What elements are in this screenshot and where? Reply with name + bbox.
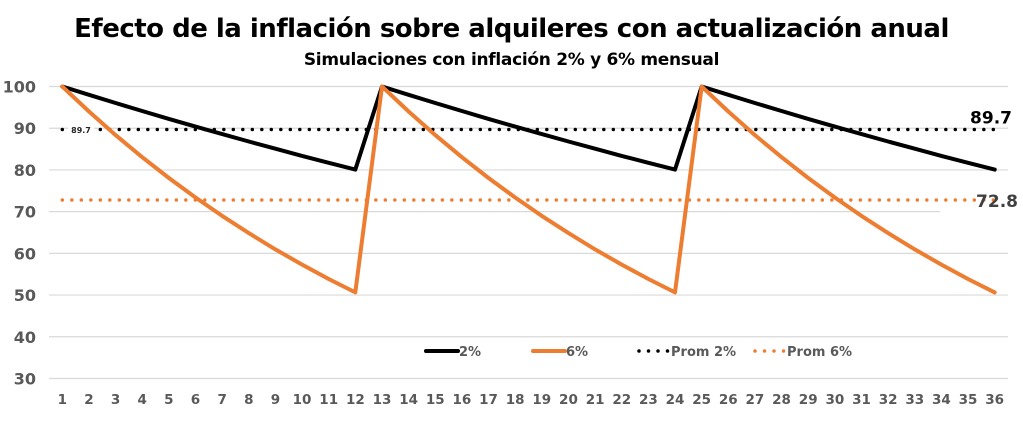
legend: 2% 6% Prom 2% Prom 6% <box>420 340 900 364</box>
y-tick-label: 70 <box>14 203 36 222</box>
data-labels: 89.7 89.7 72.8 <box>68 101 1023 232</box>
x-tick-label: 32 <box>879 392 898 408</box>
x-tick-label: 2 <box>84 392 93 408</box>
x-tick-label: 18 <box>506 392 525 408</box>
x-tick-label: 11 <box>319 392 338 408</box>
x-axis-labels: 1 2 3 4 5 6 7 8 9 10 11 12 13 14 15 16 17 18 19 20 21 22 23 24 2… <box>58 392 1004 408</box>
x-tick-label: 22 <box>612 392 631 408</box>
small-label-bg <box>68 122 94 137</box>
x-tick-label: 8 <box>244 392 253 408</box>
x-tick-label: 14 <box>399 392 418 408</box>
x-tick-label: 16 <box>453 392 472 408</box>
y-tick-label: 60 <box>14 244 36 263</box>
x-tick-label: 29 <box>799 392 818 408</box>
legend-label-2: 2% <box>459 345 481 360</box>
x-tick-label: 23 <box>639 392 658 408</box>
x-tick-label: 27 <box>746 392 765 408</box>
data-label-prom-6: 72.8 <box>976 192 1018 212</box>
x-tick-label: 25 <box>692 392 711 408</box>
y-tick-label: 30 <box>14 370 36 389</box>
x-tick-label: 13 <box>373 392 392 408</box>
x-tick-label: 28 <box>772 392 791 408</box>
y-tick-label: 50 <box>14 286 36 305</box>
x-tick-label: 4 <box>138 392 147 408</box>
series-line-6pct <box>60 84 997 295</box>
x-tick-label: 19 <box>532 392 551 408</box>
y-tick-label: 40 <box>14 328 36 347</box>
x-tick-label: 35 <box>959 392 978 408</box>
x-tick-label: 9 <box>271 392 280 408</box>
legend-label-prom6: Prom 6% <box>787 345 852 360</box>
x-tick-label: 17 <box>479 392 498 408</box>
y-tick-label: 100 <box>3 78 36 97</box>
chart-subtitle: Simulaciones con inflación 2% y 6% mensu… <box>303 50 720 70</box>
x-tick-label: 34 <box>932 392 951 408</box>
legend-bg <box>420 340 900 364</box>
x-tick-label: 15 <box>426 392 445 408</box>
x-tick-label: 26 <box>719 392 738 408</box>
label-bg-89-7 <box>960 101 1015 127</box>
x-tick-label: 20 <box>559 392 578 408</box>
x-tick-label: 31 <box>852 392 871 408</box>
y-axis-labels: 30 40 50 60 70 80 90 100 <box>3 78 36 389</box>
data-label-prom-2: 89.7 <box>970 108 1012 128</box>
legend-label-prom2: Prom 2% <box>671 345 736 360</box>
y-tick-label: 80 <box>14 161 36 180</box>
x-tick-label: 33 <box>905 392 924 408</box>
x-tick-label: 7 <box>217 392 226 408</box>
x-tick-label: 30 <box>825 392 844 408</box>
x-tick-label: 36 <box>985 392 1004 408</box>
x-tick-label: 1 <box>58 392 67 408</box>
series-line-2pct <box>60 84 997 172</box>
x-tick-label: 24 <box>666 392 685 408</box>
x-tick-label: 10 <box>293 392 312 408</box>
y-tick-label: 90 <box>14 119 36 138</box>
x-tick-label: 6 <box>191 392 200 408</box>
legend-label-6: 6% <box>566 345 588 360</box>
x-tick-label: 3 <box>111 392 120 408</box>
x-tick-label: 5 <box>164 392 173 408</box>
x-tick-label: 12 <box>346 392 365 408</box>
label-bg-72-8 <box>940 206 1023 232</box>
x-tick-label: 21 <box>586 392 605 408</box>
series-group <box>60 84 997 295</box>
chart-title: Efecto de la inflación sobre alquileres … <box>74 14 949 44</box>
data-label-small: 89.7 <box>71 126 91 135</box>
